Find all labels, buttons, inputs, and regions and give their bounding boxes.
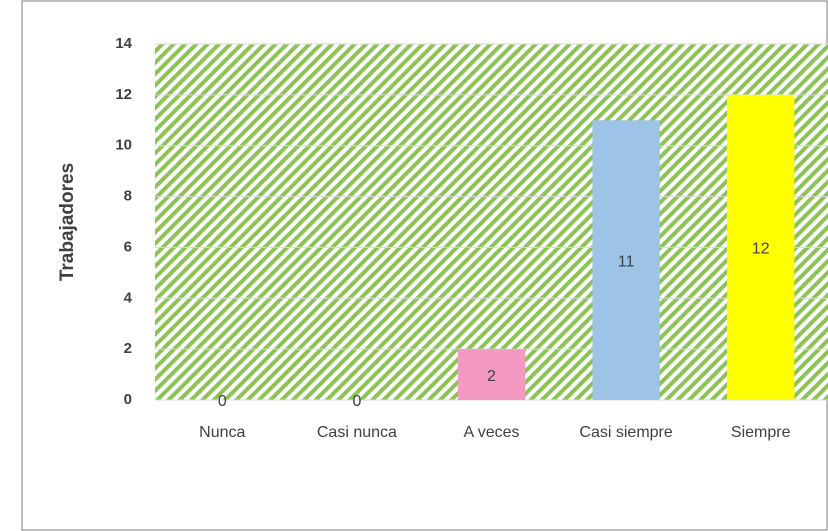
bar bbox=[592, 120, 660, 401]
y-tick-label: 0 bbox=[124, 391, 132, 408]
x-tick-label: Nunca bbox=[199, 424, 245, 441]
x-tick-label: Siempre bbox=[731, 424, 791, 441]
y-tick-label: 6 bbox=[124, 238, 132, 255]
bar bbox=[457, 349, 526, 400]
data-label: 0 bbox=[218, 393, 227, 410]
y-tick-label: 2 bbox=[124, 340, 132, 357]
plot-area bbox=[155, 44, 828, 400]
x-tick-label: Casi nunca bbox=[317, 424, 397, 441]
y-tick-label: 4 bbox=[124, 289, 133, 306]
data-label: 11 bbox=[618, 253, 635, 270]
bar bbox=[727, 94, 795, 400]
data-label: 0 bbox=[352, 393, 361, 410]
y-tick-label: 8 bbox=[124, 188, 132, 205]
y-tick-label: 10 bbox=[115, 137, 132, 154]
x-tick-label: A veces bbox=[463, 424, 519, 441]
y-tick-label: 14 bbox=[115, 35, 132, 52]
x-tick-label: Casi siempre bbox=[579, 424, 672, 441]
data-label: 12 bbox=[752, 241, 770, 258]
y-tick-label: 12 bbox=[115, 86, 132, 103]
y-axis-label: Trabajadores bbox=[57, 163, 78, 281]
data-label: 2 bbox=[487, 368, 496, 385]
